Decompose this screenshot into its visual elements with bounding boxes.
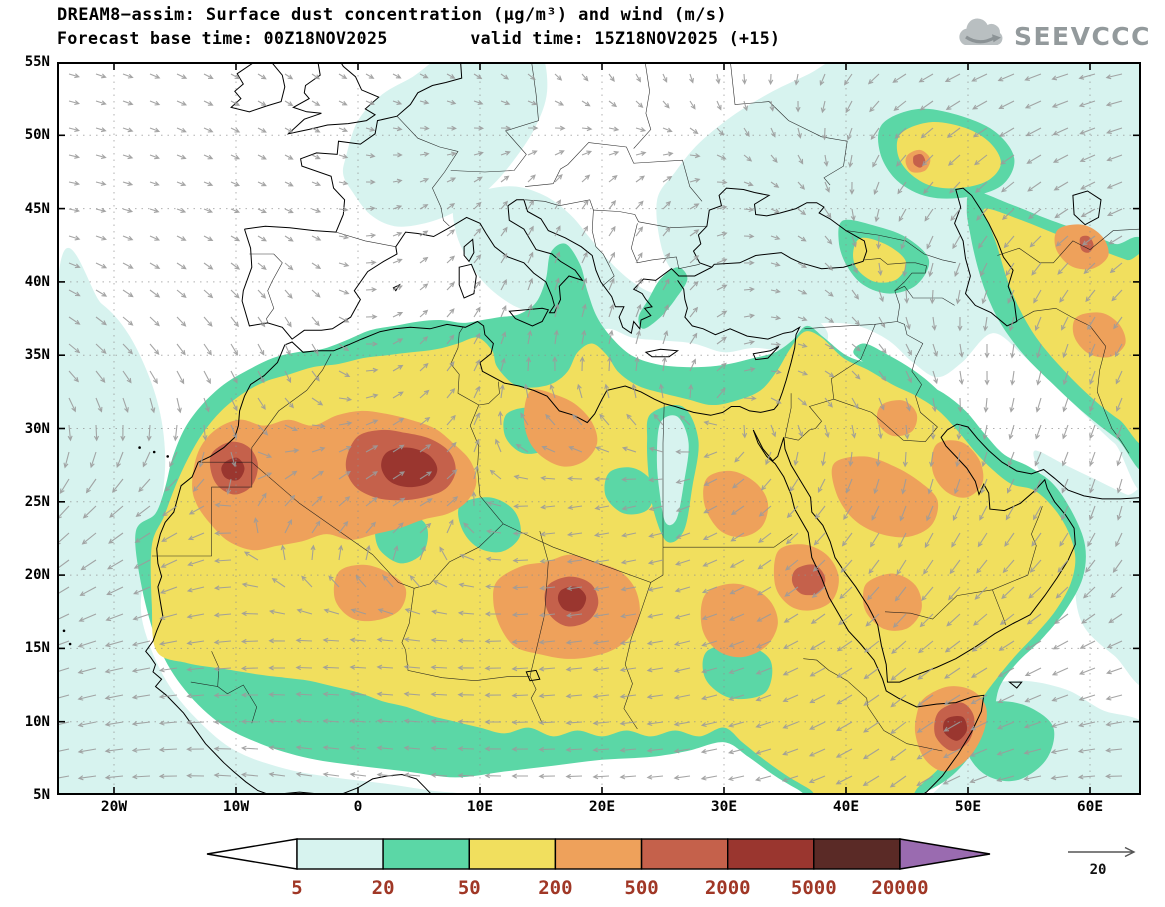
reference-arrow-glyph <box>1068 846 1136 858</box>
lat-tick-label: 30N <box>24 420 50 437</box>
coastlines <box>62 62 1141 795</box>
colorbar-segments <box>206 838 991 870</box>
lon-tick-label: 10E <box>466 799 494 815</box>
concentration-colorbar: 5 20 50 200 500 2000 5000 20000 <box>206 838 991 899</box>
lat-tick-label: 40N <box>24 273 50 290</box>
lat-tick-label: 45N <box>24 200 50 217</box>
svg-text:20000: 20000 <box>871 877 928 899</box>
lon-tick-label: 0 <box>353 799 363 815</box>
wind-reference-arrow: 20 <box>1068 846 1136 878</box>
svg-text:2000: 2000 <box>705 877 751 899</box>
country-borders <box>151 62 1141 752</box>
lon-tick-label: 10W <box>222 799 250 815</box>
wind-arrows <box>57 73 1123 788</box>
lat-tick-label: 10N <box>24 713 50 730</box>
lat-tick-label: 20N <box>24 567 50 584</box>
colorbar-labels: 5 20 50 200 500 2000 5000 20000 <box>291 877 928 899</box>
svg-text:5000: 5000 <box>791 877 837 899</box>
svg-text:500: 500 <box>624 877 658 899</box>
lat-tick-label: 55N <box>24 54 50 70</box>
lon-tick-label: 50E <box>954 799 982 815</box>
svg-text:5: 5 <box>291 877 302 899</box>
lat-tick-label: 5N <box>33 787 50 803</box>
seevccc-logo-text: SEEVCCC <box>1013 21 1151 51</box>
dust-concentration-map <box>57 62 1141 795</box>
svg-text:20: 20 <box>372 877 395 899</box>
seevccc-cloud-icon <box>953 16 1007 56</box>
lon-tick-label: 60E <box>1076 799 1104 815</box>
lon-tick-label: 40E <box>832 799 860 815</box>
reference-arrow-label: 20 <box>1090 862 1107 878</box>
lat-tick-label: 35N <box>24 347 50 364</box>
lat-tick-label: 25N <box>24 493 50 510</box>
seevccc-logo: SEEVCCC <box>953 16 1151 56</box>
forecast-time-subtitle: Forecast base time: 00Z18NOV2025 valid t… <box>57 29 781 48</box>
lat-tick-label: 15N <box>24 640 50 657</box>
lat-tick-label: 50N <box>24 127 50 144</box>
page-title: DREAM8−assim: Surface dust concentration… <box>57 5 727 25</box>
lon-tick-label: 20E <box>588 799 616 815</box>
svg-text:50: 50 <box>458 877 481 899</box>
axis-ticks <box>57 62 1141 795</box>
lon-tick-label: 20W <box>100 799 128 815</box>
lon-tick-label: 30E <box>710 799 738 815</box>
svg-text:200: 200 <box>538 877 572 899</box>
